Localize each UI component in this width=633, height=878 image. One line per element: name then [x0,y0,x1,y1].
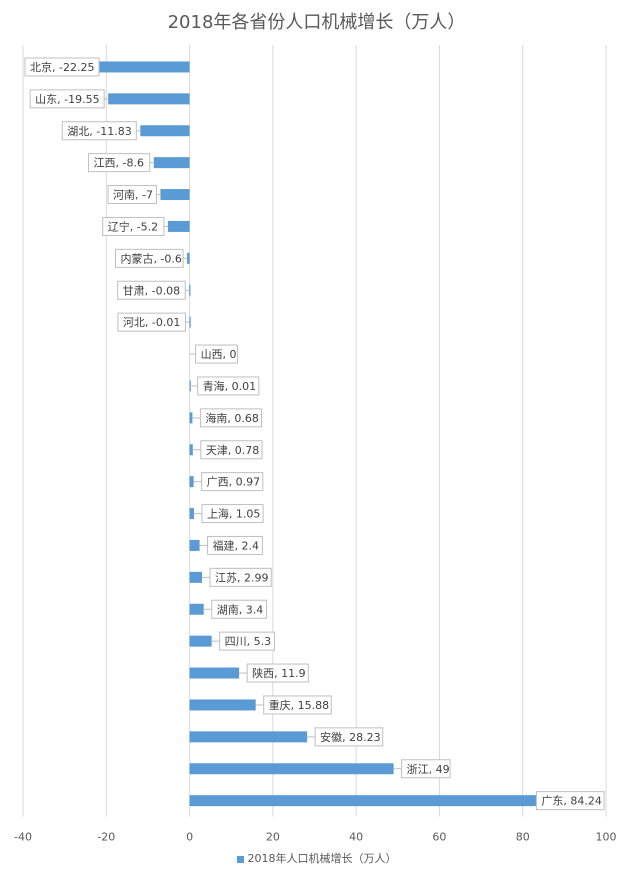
data-label-box [199,408,263,428]
data-label: 湖南, 3.4 [217,603,263,616]
data-label-box [24,57,100,77]
data-label: 北京, -22.25 [30,60,94,74]
bar [189,603,204,615]
bar [187,252,190,264]
chart-title: 2018年各省份人口机械增长（万人） [167,12,466,33]
bar [189,508,194,520]
bar [189,699,256,711]
data-label: 浙江, 49 [407,763,450,776]
data-label-box [117,280,186,300]
x-tick-label: 0 [186,831,193,844]
x-tick-label: 100 [596,831,617,844]
data-label-box [246,663,309,683]
data-label-box [219,631,275,651]
bar [189,731,308,743]
data-label: 安徽, 28.23 [320,730,380,744]
data-label: 甘肃, -0.08 [123,284,180,297]
x-tick-label: -40 [14,831,32,844]
data-label: 福建, 2.4 [213,538,260,552]
bar [189,571,203,583]
data-label: 广西, 0.97 [207,476,261,489]
bar [189,635,212,647]
data-label-box [201,472,264,492]
legend-label: 2018年人口机械增长（万人） [247,852,397,865]
data-label-box [535,791,605,811]
data-label-box [207,535,263,555]
bar [189,539,200,551]
legend-swatch [236,855,244,863]
x-tick-label: 20 [266,831,280,844]
data-label: 天津, 0.78 [206,444,260,457]
data-label: 广东, 84.24 [541,795,601,808]
data-label: 河南, -7 [113,189,153,202]
bar [189,316,191,328]
bar [153,157,190,169]
data-label-box [211,599,268,619]
data-label-box [114,248,184,268]
bar [96,61,190,73]
data-label: 上海, 1.05 [207,507,260,521]
bar [189,412,193,424]
data-label-box [61,121,137,141]
bar [189,795,541,807]
data-label-box [401,759,451,779]
x-tick-label: 80 [516,831,530,844]
data-label: 江苏, 2.99 [215,571,269,584]
x-tick-label: -20 [97,831,115,844]
data-label: 辽宁, -5.2 [108,219,158,233]
data-label-box [263,695,332,715]
data-label-box [314,727,384,747]
data-label: 山东, -19.55 [35,93,99,106]
data-label: 陕西, 11.9 [252,666,306,680]
bar [160,189,190,201]
x-tick-label: 40 [349,831,363,844]
bar [189,476,194,488]
bar [140,125,190,137]
bar [189,284,191,296]
data-label: 江西, -8.6 [94,157,144,170]
legend: 2018年人口机械增长（万人） [0,850,633,866]
data-label-box [197,376,260,396]
data-label-box [195,344,239,364]
data-label: 青海, 0.01 [203,379,257,393]
data-label-box [117,312,187,332]
data-label-box [200,440,263,460]
bar [189,763,394,775]
data-label: 内蒙古, -0.6 [120,251,181,265]
bar [108,93,190,105]
data-label: 河北, -0.01 [123,316,180,329]
bar [167,220,190,232]
data-label-box [209,567,272,587]
data-label: 四川, 5.3 [225,635,272,648]
data-label-box [201,504,264,524]
data-label-box [102,216,165,236]
data-label: 重庆, 15.88 [269,698,329,712]
x-tick-label: 60 [432,831,446,844]
bar [189,444,193,456]
data-label-box [107,185,157,205]
data-label: 湖北, -11.83 [67,125,131,138]
data-label-box [29,89,105,109]
data-label: 山西, 0 [201,348,237,361]
bar [189,667,240,679]
data-label: 海南, 0.68 [205,411,259,425]
data-label-box [88,153,151,173]
